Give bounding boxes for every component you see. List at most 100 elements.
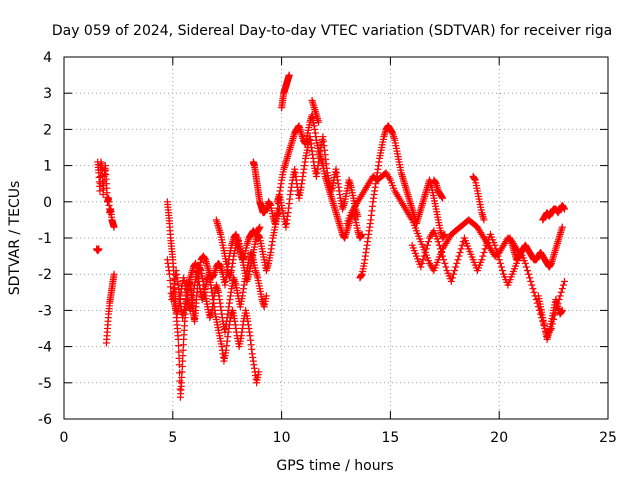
data-point (558, 223, 566, 231)
data-point (166, 277, 174, 285)
data-point (556, 292, 564, 300)
y-tick-label: -4 (38, 340, 52, 356)
data-point (560, 205, 568, 213)
data-point (417, 263, 425, 271)
data-point (525, 270, 533, 278)
y-tick-label: -5 (38, 376, 52, 392)
data-point (455, 252, 463, 260)
y-tick-label: -6 (38, 412, 52, 428)
data-point (423, 241, 431, 249)
data-point (354, 212, 362, 220)
data-point (175, 342, 183, 350)
data-point (452, 263, 460, 271)
data-point (424, 238, 432, 246)
data-point (526, 274, 534, 282)
data-point (436, 245, 444, 253)
data-point (479, 252, 487, 260)
data-point (480, 248, 488, 256)
data-point (421, 248, 429, 256)
y-tick-label: -3 (38, 303, 52, 319)
data-point (166, 270, 174, 278)
data-point (529, 285, 537, 293)
data-point (478, 256, 486, 264)
y-axis-tick-labels: -6 -5 -4 -3 -2 -1 0 1 2 3 4 (38, 50, 52, 428)
data-point (285, 71, 293, 79)
x-axis-tick-labels: 0 5 10 15 20 25 (60, 430, 617, 446)
data-point (441, 259, 449, 267)
x-tick-label: 5 (168, 430, 177, 446)
data-point (498, 267, 506, 275)
data-point (558, 306, 566, 314)
data-point (448, 274, 456, 282)
data-point (256, 223, 264, 231)
data-point (95, 245, 103, 253)
data-point (521, 259, 529, 267)
y-tick-label: 0 (43, 195, 52, 211)
data-point (453, 259, 461, 267)
data-point (491, 241, 499, 249)
y-tick-label: 4 (43, 50, 52, 66)
data-point (419, 256, 427, 264)
y-tick-label: -1 (38, 231, 52, 247)
data-point (262, 292, 270, 300)
y-tick-label: -2 (38, 267, 52, 283)
data-point (480, 216, 488, 224)
y-tick-label: 1 (43, 159, 52, 175)
data-point (110, 270, 118, 278)
x-tick-label: 0 (60, 430, 69, 446)
x-tick-label: 10 (273, 430, 291, 446)
data-point (495, 256, 503, 264)
data-point (527, 277, 535, 285)
data-point (255, 368, 263, 376)
data-point (441, 230, 449, 238)
data-point (110, 223, 118, 231)
data-point (560, 277, 568, 285)
data-point (99, 178, 107, 186)
x-axis-label: GPS time / hours (276, 458, 393, 474)
data-point (175, 354, 183, 362)
data-point (439, 252, 447, 260)
data-point (434, 238, 442, 246)
data-point (456, 248, 464, 256)
chart-title: Day 059 of 2024, Sidereal Day-to-day VTE… (52, 23, 612, 39)
data-point (451, 267, 459, 275)
data-point (530, 288, 538, 296)
data-point (358, 230, 366, 238)
data-point (497, 263, 505, 271)
x-tick-label: 25 (599, 430, 617, 446)
grid-lines (64, 57, 608, 419)
data-point (457, 245, 465, 253)
data-point (422, 245, 430, 253)
data-point (494, 252, 502, 260)
data-point (175, 348, 183, 356)
data-point (447, 277, 455, 285)
y-tick-label: 2 (43, 122, 52, 138)
data-point (481, 245, 489, 253)
data-point (528, 281, 536, 289)
y-axis-label: SDTVAR / TECUs (7, 181, 23, 296)
data-point (315, 118, 323, 126)
data-point (458, 241, 466, 249)
data-point (454, 256, 462, 264)
data-point (522, 263, 530, 271)
data-point (450, 270, 458, 278)
data-point (420, 252, 428, 260)
data-point (439, 194, 447, 202)
x-tick-label: 20 (490, 430, 508, 446)
data-point (435, 241, 443, 249)
data-point (557, 288, 565, 296)
data-point (559, 281, 567, 289)
data-point (523, 267, 531, 275)
data-point (438, 248, 446, 256)
axis-ticks (63, 56, 609, 420)
data-point (493, 248, 501, 256)
x-tick-label: 15 (381, 430, 399, 446)
data-point (492, 245, 500, 253)
data-point (558, 285, 566, 293)
data-point (440, 256, 448, 264)
data-point (442, 263, 450, 271)
data-points (93, 71, 568, 401)
data-point (418, 259, 426, 267)
y-tick-label: 3 (43, 86, 52, 102)
